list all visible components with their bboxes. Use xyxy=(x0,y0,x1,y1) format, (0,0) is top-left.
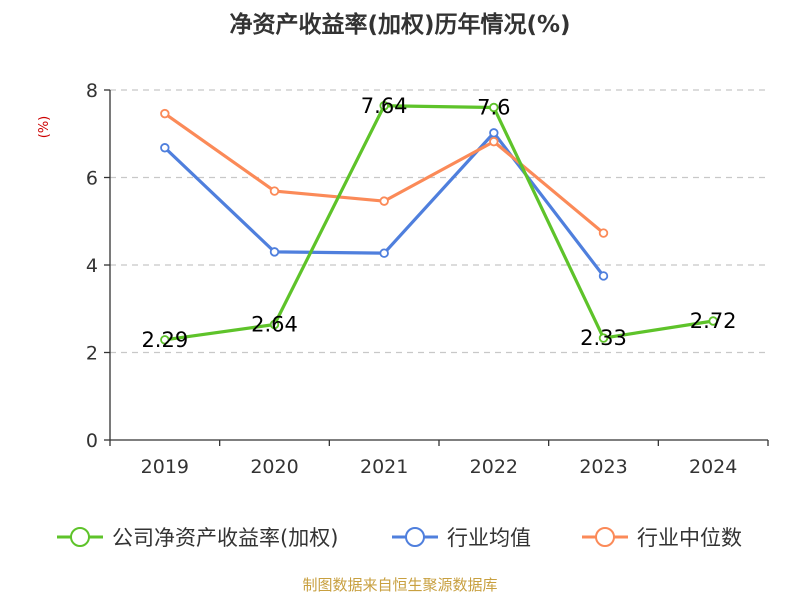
data-label: 2.72 xyxy=(690,309,737,333)
y-tick-label: 6 xyxy=(86,168,98,190)
data-point xyxy=(489,102,499,113)
y-tick-label: 0 xyxy=(86,430,98,452)
legend-marker xyxy=(405,527,425,547)
legend-item: 行业均值 xyxy=(392,526,531,550)
data-labels: 2.29 2.64 7.64 7.6 2.33 2.72 xyxy=(141,94,736,352)
data-label: 2.64 xyxy=(251,313,298,337)
legend-label: 公司净资产收益率(加权) xyxy=(112,526,338,550)
legend-marker xyxy=(595,527,615,547)
data-point xyxy=(160,108,170,119)
chart-title: 净资产收益率(加权)历年情况(%) xyxy=(229,11,570,38)
legend-marker xyxy=(70,527,90,547)
data-point xyxy=(598,228,609,238)
data-label: 7.64 xyxy=(361,94,408,118)
y-tick-label: 2 xyxy=(86,343,98,365)
x-tick-label: 2022 xyxy=(470,456,518,478)
y-tick-label: 8 xyxy=(86,80,98,102)
data-label: 2.29 xyxy=(141,328,188,352)
data-point xyxy=(598,333,609,343)
data-label: 7.6 xyxy=(477,96,510,120)
legend-item: 公司净资产收益率(加权) xyxy=(57,526,338,550)
series-layer xyxy=(160,101,718,345)
series-2 xyxy=(160,108,609,238)
legend-label: 行业中位数 xyxy=(637,526,742,550)
data-point xyxy=(269,247,280,257)
y-axis-label: (%) xyxy=(37,116,52,139)
grid xyxy=(110,89,768,354)
x-tick-label: 2019 xyxy=(141,456,189,478)
legend: 公司净资产收益率(加权) 行业均值 行业中位数 xyxy=(57,526,742,550)
x-tick-label: 2021 xyxy=(360,456,408,478)
data-point xyxy=(269,319,280,330)
legend-item: 行业中位数 xyxy=(582,526,742,550)
data-point xyxy=(160,143,170,153)
data-point xyxy=(489,128,499,138)
data-point xyxy=(379,101,389,111)
series-line xyxy=(164,104,714,342)
y-tick-label: 4 xyxy=(86,255,98,277)
data-point xyxy=(598,271,609,281)
data-point xyxy=(489,136,499,147)
legend-label: 行业均值 xyxy=(447,526,531,550)
source-note: 制图数据来自恒生聚源数据库 xyxy=(302,576,497,594)
data-point xyxy=(160,335,170,345)
axes: 0 2 4 6 8 2019 2020 2021 2022 2023 2024 xyxy=(86,80,769,478)
series-0 xyxy=(160,101,718,345)
data-label: 2.33 xyxy=(580,326,627,350)
x-tick-label: 2024 xyxy=(689,456,737,478)
data-point xyxy=(379,248,389,258)
series-1 xyxy=(160,128,609,281)
series-line xyxy=(163,112,605,235)
data-point xyxy=(269,186,280,196)
data-point xyxy=(379,196,389,206)
data-point xyxy=(708,316,718,326)
x-tick-label: 2023 xyxy=(579,456,627,478)
x-tick-label: 2020 xyxy=(250,456,298,478)
